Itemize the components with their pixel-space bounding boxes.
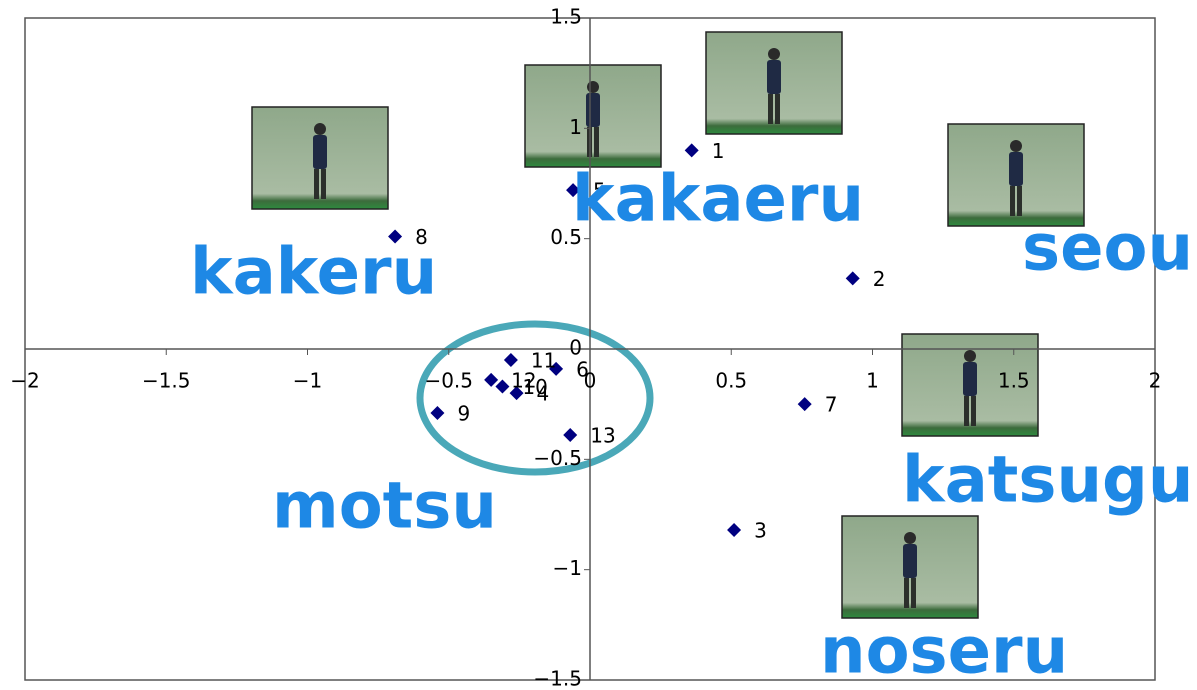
point [563, 428, 578, 443]
point-label: 4 [537, 382, 550, 406]
x-tick-label: −1 [293, 369, 322, 393]
point [566, 183, 581, 198]
point-label: 5 [593, 179, 606, 203]
y-tick-label: 1.5 [550, 5, 582, 29]
point-label: 13 [590, 424, 615, 448]
point [845, 271, 860, 286]
point [549, 361, 564, 376]
annotation: noseru [820, 615, 1068, 689]
photo [841, 515, 979, 619]
annotation: motsu [272, 470, 497, 544]
annotation: seou [1022, 212, 1193, 286]
point-label: 2 [873, 267, 886, 291]
y-tick-label: 0.5 [550, 225, 582, 249]
point-label: 1 [712, 139, 725, 163]
point-label: 6 [576, 357, 589, 381]
point [509, 386, 524, 401]
y-tick-label: −1.5 [533, 667, 582, 690]
annotation: katsugu [902, 444, 1193, 518]
point [388, 229, 403, 244]
point-label: 8 [415, 225, 428, 249]
point-label: 11 [531, 349, 556, 373]
point-label: 3 [754, 518, 767, 542]
annotation: kakaeru [572, 163, 864, 237]
y-tick-label: −1 [553, 556, 582, 580]
photo [251, 106, 389, 210]
point [727, 522, 742, 537]
y-tick-label: 1 [569, 115, 582, 139]
photo [524, 64, 662, 168]
photo [705, 31, 843, 135]
x-tick-label: −1.5 [142, 369, 191, 393]
point-label: 7 [825, 393, 838, 417]
cluster-ellipse [416, 320, 654, 476]
x-tick-label: −0.5 [424, 369, 473, 393]
x-tick-label: −2 [10, 369, 39, 393]
x-tick-label: 2 [1149, 369, 1162, 393]
point-label: 9 [457, 401, 470, 425]
point-label: 12 [511, 368, 536, 392]
annotation: kakeru [190, 236, 437, 310]
x-tick-label: 1 [866, 369, 879, 393]
x-tick-label: 0 [584, 369, 597, 393]
y-tick-label: −0.5 [533, 446, 582, 470]
point [430, 405, 445, 420]
x-tick-label: 1.5 [998, 369, 1030, 393]
point [684, 143, 699, 158]
point [484, 372, 499, 387]
point [503, 353, 518, 368]
x-tick-label: 0.5 [715, 369, 747, 393]
y-tick-label: 0 [569, 336, 582, 360]
point [495, 379, 510, 394]
point [797, 397, 812, 412]
point-label: 10 [522, 375, 547, 399]
